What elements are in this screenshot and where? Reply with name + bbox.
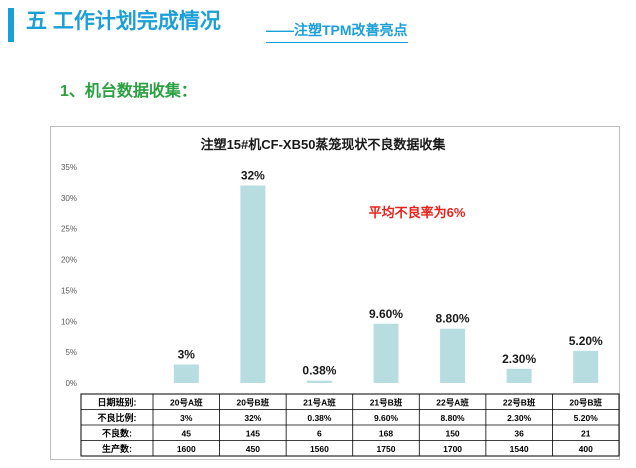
table-cell: 3% bbox=[180, 413, 193, 423]
bar-data-label: 2.30% bbox=[502, 352, 536, 366]
table-cell: 1540 bbox=[510, 444, 529, 454]
table-cell: 21号A班 bbox=[303, 397, 336, 407]
bar-data-label: 3% bbox=[178, 347, 196, 361]
table-cell: 1600 bbox=[177, 444, 196, 454]
subtitle-underline: ——注塑TPM改善亮点 bbox=[266, 20, 408, 43]
table-cell: 21号B班 bbox=[370, 397, 403, 407]
y-axis: 0% 5% 10% 15% 20% 25% 30% 35% bbox=[61, 163, 77, 388]
bar bbox=[440, 328, 466, 383]
table-cell: 22号B班 bbox=[503, 397, 536, 407]
bar-data-label: 8.80% bbox=[436, 312, 470, 326]
table-cell: 5.20% bbox=[574, 413, 599, 423]
y-tick-label: 20% bbox=[61, 256, 77, 265]
table-cell: 168 bbox=[379, 428, 393, 438]
page-subtitle: ——注塑TPM改善亮点 bbox=[266, 22, 408, 38]
table-row-header: 日期班别: bbox=[98, 396, 137, 407]
y-tick-label: 30% bbox=[61, 194, 77, 203]
table-cell: 150 bbox=[445, 428, 459, 438]
table-cell: 1750 bbox=[377, 444, 396, 454]
table-cell: 450 bbox=[246, 444, 260, 454]
table-cell: 45 bbox=[182, 428, 192, 438]
bar bbox=[173, 364, 199, 383]
y-tick-label: 15% bbox=[61, 286, 77, 295]
y-tick-label: 25% bbox=[61, 225, 77, 234]
data-table: 日期班别: 20号A班 20号B班 21号A班 21号B班 22号A班 22号B班 20号B班… bbox=[80, 393, 620, 457]
bar bbox=[573, 350, 599, 383]
bar bbox=[240, 185, 266, 383]
bar bbox=[306, 380, 332, 383]
title-accent-bar bbox=[8, 8, 14, 42]
page-title: 五 工作计划完成情况 bbox=[26, 10, 221, 33]
table-row-header: 不良比例: bbox=[98, 412, 137, 423]
bar-data-label: 32% bbox=[241, 169, 265, 183]
table-cell: 1560 bbox=[310, 444, 329, 454]
table-cell: 8.80% bbox=[441, 413, 466, 423]
table-cell: 36 bbox=[514, 428, 524, 438]
table-row-header: 不良数: bbox=[102, 427, 132, 438]
table-cell: 20号B班 bbox=[237, 397, 270, 407]
chart-title: 注塑15#机CF-XB50蒸笼现状不良数据收集 bbox=[201, 137, 447, 152]
section-heading: 1、机台数据收集： bbox=[60, 83, 197, 100]
table-cell: 6 bbox=[317, 428, 322, 438]
bar-data-label: 5.20% bbox=[569, 334, 603, 348]
table-cell: 2.30% bbox=[507, 413, 532, 423]
bar bbox=[506, 368, 532, 383]
table-cell: 20号A班 bbox=[170, 397, 203, 407]
table-cell: 22号A班 bbox=[436, 397, 469, 407]
y-tick-label: 0% bbox=[65, 379, 77, 388]
table-cell: 20号B班 bbox=[569, 397, 602, 407]
table-cell: 9.60% bbox=[374, 413, 399, 423]
table-cell: 1700 bbox=[443, 444, 462, 454]
y-tick-label: 10% bbox=[61, 317, 77, 326]
bar-series: 3% 32% 0.38% 9.60% 8.80% 2.30% 5.20% bbox=[173, 169, 603, 383]
table-cell: 400 bbox=[579, 444, 593, 454]
table-row-header: 生产数: bbox=[102, 443, 132, 454]
y-tick-label: 5% bbox=[65, 348, 77, 357]
table-cell: 32% bbox=[244, 413, 261, 423]
table-cell: 21 bbox=[581, 428, 591, 438]
y-tick-label: 35% bbox=[61, 163, 77, 172]
bar-data-label: 9.60% bbox=[369, 307, 403, 321]
bar bbox=[373, 323, 399, 383]
table-cell: 0.38% bbox=[307, 413, 332, 423]
bar-data-label: 0.38% bbox=[302, 364, 336, 378]
average-defect-annotation: 平均不良率为6% bbox=[369, 205, 466, 220]
chart-frame: 注塑15#机CF-XB50蒸笼现状不良数据收集 平均不良率为6% 0% 5% 10%… bbox=[50, 126, 620, 460]
defect-rate-chart: 注塑15#机CF-XB50蒸笼现状不良数据收集 平均不良率为6% 0% 5% 10%… bbox=[61, 137, 620, 457]
table-cell: 145 bbox=[246, 428, 260, 438]
